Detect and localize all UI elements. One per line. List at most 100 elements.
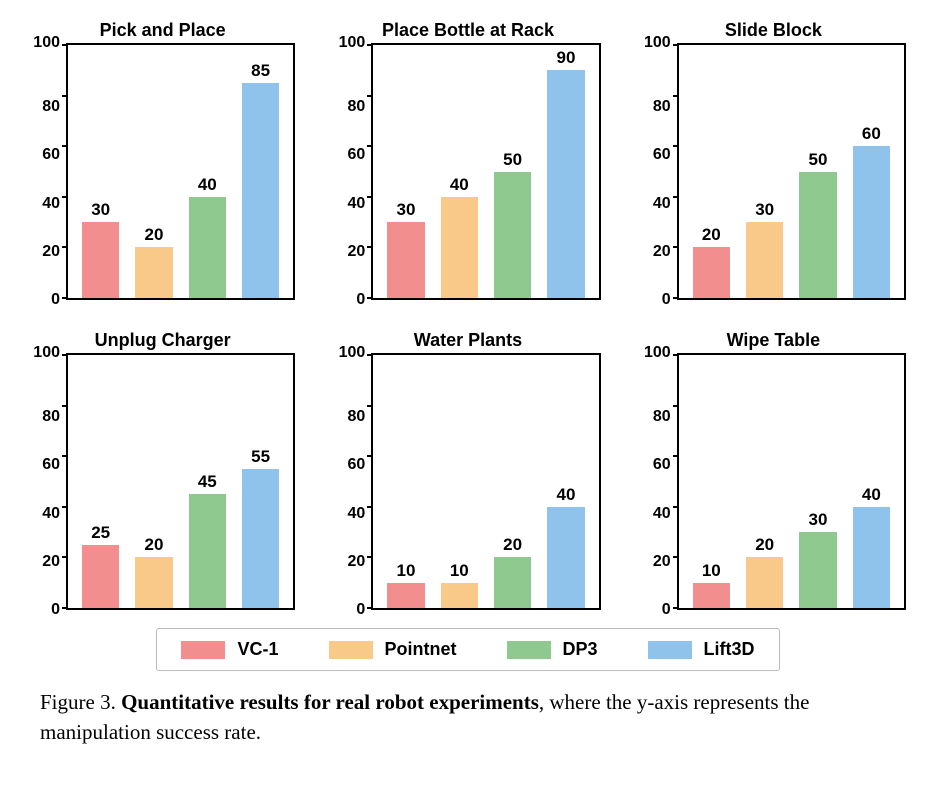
bar: 30 <box>82 222 119 298</box>
bar: 30 <box>746 222 783 298</box>
y-tick-label: 100 <box>33 345 60 361</box>
y-tick-label: 0 <box>356 292 365 308</box>
y-tick-label: 100 <box>644 345 671 361</box>
y-tick-label: 100 <box>644 35 671 51</box>
bar: 20 <box>494 557 531 608</box>
y-axis: 020406080100 <box>335 353 371 610</box>
y-tick-label: 60 <box>348 147 366 163</box>
legend-swatch <box>329 641 373 659</box>
y-tick-label: 100 <box>339 345 366 361</box>
plot-area: 25204555 <box>66 353 295 610</box>
bar-value-label: 20 <box>145 535 164 555</box>
bar-value-label: 40 <box>862 485 881 505</box>
legend-swatch <box>507 641 551 659</box>
y-tick-mark <box>673 297 679 299</box>
bar-slot: 20 <box>486 355 539 608</box>
panel-title: Unplug Charger <box>30 330 295 351</box>
bar-slot: 30 <box>738 45 791 298</box>
legend-label: Lift3D <box>704 639 755 660</box>
y-tick-label: 20 <box>348 244 366 260</box>
y-tick-label: 60 <box>42 457 60 473</box>
bar-slot: 40 <box>433 45 486 298</box>
y-tick-label: 20 <box>42 554 60 570</box>
y-tick-label: 40 <box>653 506 671 522</box>
y-tick-mark <box>673 607 679 609</box>
y-tick-label: 0 <box>662 292 671 308</box>
y-tick-mark <box>367 354 373 356</box>
legend-item: Pointnet <box>329 639 457 660</box>
y-axis: 020406080100 <box>30 353 66 610</box>
legend-label: DP3 <box>563 639 598 660</box>
plot-area: 10102040 <box>371 353 600 610</box>
chart-panel: Pick and Place02040608010030204085 <box>30 20 295 300</box>
y-tick-mark <box>673 145 679 147</box>
bar-slot: 60 <box>845 45 898 298</box>
bar: 30 <box>387 222 424 298</box>
bar-slot: 55 <box>234 355 287 608</box>
bar-value-label: 60 <box>862 124 881 144</box>
bar: 50 <box>799 172 836 299</box>
y-tick-mark <box>673 95 679 97</box>
legend-item: VC-1 <box>181 639 278 660</box>
y-tick-label: 40 <box>42 506 60 522</box>
y-axis: 020406080100 <box>641 353 677 610</box>
plot-wrap: 02040608010030204085 <box>30 43 295 300</box>
bar-slot: 50 <box>791 45 844 298</box>
bar: 20 <box>135 247 172 298</box>
plot-wrap: 02040608010030405090 <box>335 43 600 300</box>
plot-area: 30204085 <box>66 43 295 300</box>
y-tick-label: 80 <box>653 409 671 425</box>
bar-value-label: 20 <box>755 535 774 555</box>
y-tick-mark <box>367 607 373 609</box>
y-tick-label: 60 <box>348 457 366 473</box>
legend-label: Pointnet <box>385 639 457 660</box>
bar: 10 <box>387 583 424 608</box>
bar-value-label: 40 <box>557 485 576 505</box>
bar-value-label: 50 <box>809 150 828 170</box>
bar: 20 <box>135 557 172 608</box>
bar-value-label: 20 <box>145 225 164 245</box>
y-tick-label: 40 <box>653 196 671 212</box>
y-tick-mark <box>673 405 679 407</box>
bar-slot: 40 <box>845 355 898 608</box>
y-tick-label: 100 <box>339 35 366 51</box>
bar-value-label: 50 <box>503 150 522 170</box>
panel-title: Pick and Place <box>30 20 295 41</box>
bar: 20 <box>693 247 730 298</box>
y-axis: 020406080100 <box>30 43 66 300</box>
legend-swatch <box>648 641 692 659</box>
y-tick-label: 80 <box>348 409 366 425</box>
y-tick-mark <box>62 556 68 558</box>
figure-caption: Figure 3. Quantitative results for real … <box>30 687 906 748</box>
y-tick-mark <box>367 455 373 457</box>
y-tick-label: 20 <box>653 554 671 570</box>
legend-item: Lift3D <box>648 639 755 660</box>
bar-value-label: 10 <box>397 561 416 581</box>
y-tick-label: 40 <box>348 196 366 212</box>
y-tick-mark <box>62 455 68 457</box>
y-tick-label: 80 <box>42 409 60 425</box>
y-tick-mark <box>673 246 679 248</box>
y-tick-mark <box>367 405 373 407</box>
y-tick-label: 0 <box>51 602 60 618</box>
bar: 45 <box>189 494 226 608</box>
y-tick-label: 40 <box>348 506 366 522</box>
bar: 30 <box>799 532 836 608</box>
y-tick-label: 100 <box>33 35 60 51</box>
legend-label: VC-1 <box>237 639 278 660</box>
chart-panel: Water Plants02040608010010102040 <box>335 330 600 610</box>
y-tick-mark <box>62 354 68 356</box>
plot-area: 20305060 <box>677 43 906 300</box>
panel-title: Place Bottle at Rack <box>335 20 600 41</box>
bar-value-label: 45 <box>198 472 217 492</box>
caption-bold: Quantitative results for real robot expe… <box>121 690 539 714</box>
y-tick-mark <box>673 44 679 46</box>
chart-panel: Unplug Charger02040608010025204555 <box>30 330 295 610</box>
bar-slot: 40 <box>181 45 234 298</box>
bar: 10 <box>441 583 478 608</box>
bar-value-label: 90 <box>557 48 576 68</box>
y-tick-label: 80 <box>348 99 366 115</box>
y-tick-label: 40 <box>42 196 60 212</box>
bar: 10 <box>693 583 730 608</box>
y-tick-label: 0 <box>51 292 60 308</box>
